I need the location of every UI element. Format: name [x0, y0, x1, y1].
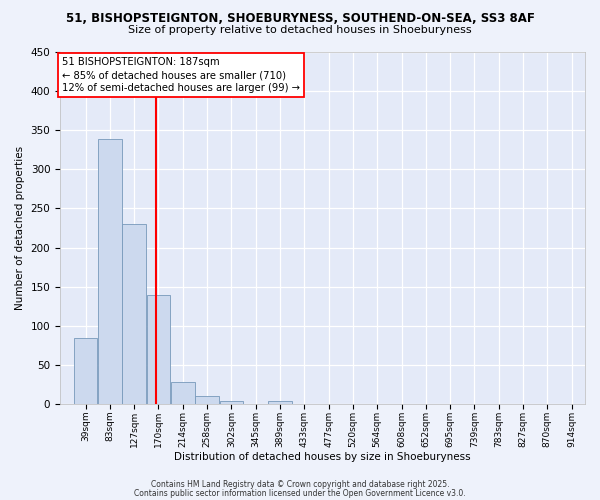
Bar: [98, 140, 122, 404]
Bar: [268, 401, 292, 404]
Bar: [220, 401, 243, 404]
Text: Size of property relative to detached houses in Shoeburyness: Size of property relative to detached ho…: [128, 25, 472, 35]
Bar: [195, 396, 219, 404]
Text: 51, BISHOPSTEIGNTON, SHOEBURYNESS, SOUTHEND-ON-SEA, SS3 8AF: 51, BISHOPSTEIGNTON, SHOEBURYNESS, SOUTH…: [65, 12, 535, 26]
Bar: [171, 382, 194, 404]
Text: Contains HM Land Registry data © Crown copyright and database right 2025.: Contains HM Land Registry data © Crown c…: [151, 480, 449, 489]
Y-axis label: Number of detached properties: Number of detached properties: [15, 146, 25, 310]
Text: Contains public sector information licensed under the Open Government Licence v3: Contains public sector information licen…: [134, 488, 466, 498]
Text: 51 BISHOPSTEIGNTON: 187sqm
← 85% of detached houses are smaller (710)
12% of sem: 51 BISHOPSTEIGNTON: 187sqm ← 85% of deta…: [62, 57, 301, 94]
Bar: [74, 338, 97, 404]
X-axis label: Distribution of detached houses by size in Shoeburyness: Distribution of detached houses by size …: [174, 452, 471, 462]
Bar: [122, 224, 146, 404]
Bar: [146, 294, 170, 405]
